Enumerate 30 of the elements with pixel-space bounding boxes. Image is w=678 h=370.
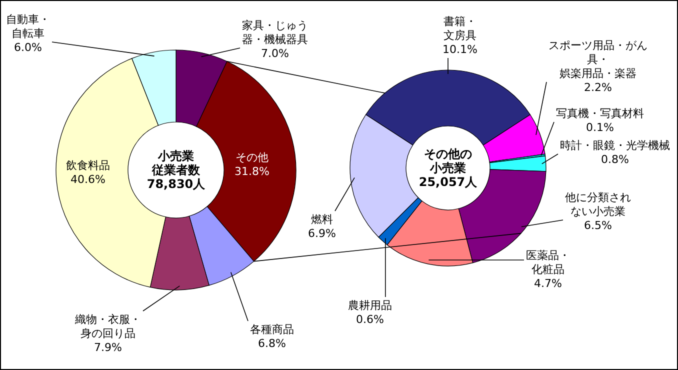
data-label: 10.1%: [442, 43, 478, 56]
slice-label: 写真機・写真材料: [556, 107, 644, 120]
data-label: 6.0%: [14, 41, 42, 54]
text: 小売業従業者数78,830人: [146, 149, 206, 191]
slice-label: 書籍・文房具: [444, 15, 476, 42]
slice-label: 自動車・自転車: [6, 13, 50, 40]
slice-label: 医薬品・化粧品: [526, 249, 570, 276]
slice-label: 他に分類されない小売業: [565, 191, 631, 218]
data-label: 6.5%: [584, 219, 612, 232]
data-label: 0.1%: [586, 121, 614, 134]
data-label: 6.8%: [258, 337, 286, 350]
data-label: 0.6%: [356, 313, 384, 326]
slice-label: 時計・眼鏡・光学機械: [560, 139, 670, 152]
data-label: 0.8%: [601, 153, 629, 166]
slice-label: 織物・衣服・身の回り品: [74, 313, 141, 340]
data-label: 4.7%: [534, 277, 562, 290]
slice-label: 家具・じゅう器・機械器具: [242, 19, 308, 46]
slice-label: 農耕用品: [348, 299, 392, 312]
slice-label: その他: [236, 151, 268, 164]
slice-label: スポーツ用品・がん具・娯楽用品・楽器: [548, 39, 648, 80]
data-label: 2.2%: [584, 81, 612, 94]
data-label: 7.9%: [94, 341, 122, 354]
data-label: 7.0%: [261, 47, 289, 60]
slice-label: 飲食料品: [66, 159, 110, 172]
data-label: 31.8%: [234, 165, 270, 178]
data-label: 40.6%: [70, 173, 106, 186]
data-label: 6.9%: [308, 227, 336, 240]
slice-label: 各種商品: [250, 323, 294, 336]
text: その他の小売業25,057人: [418, 147, 478, 189]
slice-label: 燃料: [311, 213, 333, 226]
